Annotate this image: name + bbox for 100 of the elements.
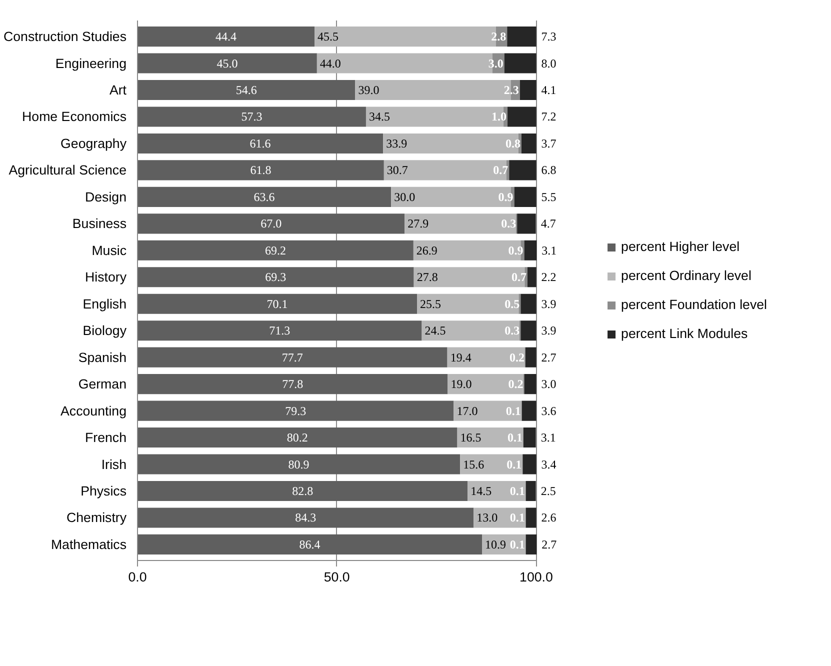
y-tick-label: Business [72, 216, 127, 232]
bar [138, 160, 384, 180]
y-tick-label: History [85, 270, 127, 285]
data-label: 3.1 [542, 243, 557, 258]
bar [138, 347, 448, 368]
legend-label: percent Link Modules [621, 326, 748, 341]
data-label: 7.2 [541, 110, 556, 124]
data-label: 80.2 [286, 430, 308, 445]
bar [138, 80, 356, 100]
data-label: 3.6 [541, 404, 556, 418]
y-tick-label: Physics [80, 483, 127, 498]
data-label: 0.1 [510, 484, 525, 498]
y-tick-label: Art [109, 82, 127, 98]
bar [384, 160, 506, 180]
data-label: 80.9 [288, 457, 310, 472]
bar [138, 320, 422, 341]
y-tick-label: Accounting [60, 403, 127, 418]
bar [422, 320, 520, 341]
data-label: 3.0 [541, 377, 556, 392]
bar [454, 400, 522, 421]
data-label: 63.6 [254, 190, 275, 204]
data-label: 3.9 [541, 296, 556, 311]
bar [522, 454, 536, 474]
data-label: 45.5 [318, 30, 339, 44]
y-tick-label: Geography [60, 136, 127, 151]
bar [508, 106, 536, 127]
bar [138, 186, 392, 207]
data-label: 8.0 [541, 56, 556, 70]
data-label: 0.1 [510, 537, 525, 552]
data-label: 1.0 [492, 110, 507, 124]
bar [413, 240, 521, 260]
bar [138, 374, 448, 394]
data-label: 45.0 [216, 56, 238, 70]
data-label: 34.5 [368, 110, 390, 124]
bar [138, 267, 414, 288]
y-tick-label: Home Economics [22, 109, 127, 124]
bar [520, 80, 536, 100]
data-label: 2.2 [541, 270, 556, 284]
bar [138, 508, 474, 528]
data-label: 2.7 [542, 537, 557, 552]
data-label: 0.7 [511, 270, 526, 284]
bar [417, 294, 519, 314]
y-tick-label: French [85, 430, 127, 446]
y-tick-label: Construction Studies [4, 29, 127, 44]
data-label: 0.5 [504, 296, 520, 311]
data-label: 61.6 [250, 136, 271, 150]
data-label: 30.7 [386, 163, 408, 178]
bar [504, 53, 536, 74]
bar [138, 428, 458, 448]
bar [520, 320, 536, 341]
legend-label: percent Higher level [621, 239, 740, 254]
bar [460, 454, 522, 474]
y-tick-label: Design [85, 189, 127, 204]
bar [138, 53, 317, 74]
bar [520, 294, 536, 314]
data-label: 6.8 [541, 163, 556, 178]
bar [138, 106, 366, 127]
bar [457, 428, 524, 448]
data-label: 19.0 [450, 377, 472, 392]
y-tick-label: Spanish [78, 350, 127, 365]
data-label: 13.0 [476, 510, 498, 525]
data-label: 26.9 [416, 243, 438, 258]
data-label: 2.6 [541, 510, 556, 525]
bar [138, 26, 315, 47]
data-label: 69.3 [265, 270, 286, 284]
legend-label: percent Ordinary level [621, 268, 752, 283]
data-label: 0.9 [508, 243, 524, 258]
data-label: 67.0 [260, 216, 282, 231]
bar [507, 26, 536, 47]
data-label: 86.4 [299, 537, 320, 552]
data-label: 57.3 [241, 110, 262, 124]
data-label: 44.0 [320, 56, 341, 70]
data-label: 7.3 [541, 30, 556, 44]
data-label: 0.2 [509, 350, 524, 364]
data-label: 16.5 [460, 430, 482, 445]
data-label: 0.1 [506, 457, 522, 472]
data-label: 24.5 [424, 324, 446, 338]
bar [414, 267, 525, 288]
data-label: 10.9 [485, 537, 506, 552]
bar [523, 428, 536, 448]
data-label: 3.9 [541, 324, 556, 338]
x-tick-label: 50.0 [324, 570, 350, 584]
data-label: 4.7 [540, 216, 556, 231]
y-tick-label: Irish [101, 456, 127, 472]
bar [138, 534, 482, 554]
data-label: 39.0 [358, 83, 380, 98]
bar [447, 347, 525, 368]
data-label: 19.4 [450, 350, 472, 364]
legend-label: percent Foundation level [621, 297, 767, 312]
bar [526, 534, 537, 554]
data-label: 3.1 [540, 430, 556, 445]
bar [514, 186, 536, 207]
bar [138, 400, 454, 421]
bar [524, 240, 537, 260]
bar [138, 133, 384, 154]
data-label: 0.8 [505, 136, 520, 150]
bar [522, 400, 536, 421]
bar [524, 267, 528, 288]
data-label: 2.7 [541, 350, 556, 364]
bar [138, 454, 460, 474]
